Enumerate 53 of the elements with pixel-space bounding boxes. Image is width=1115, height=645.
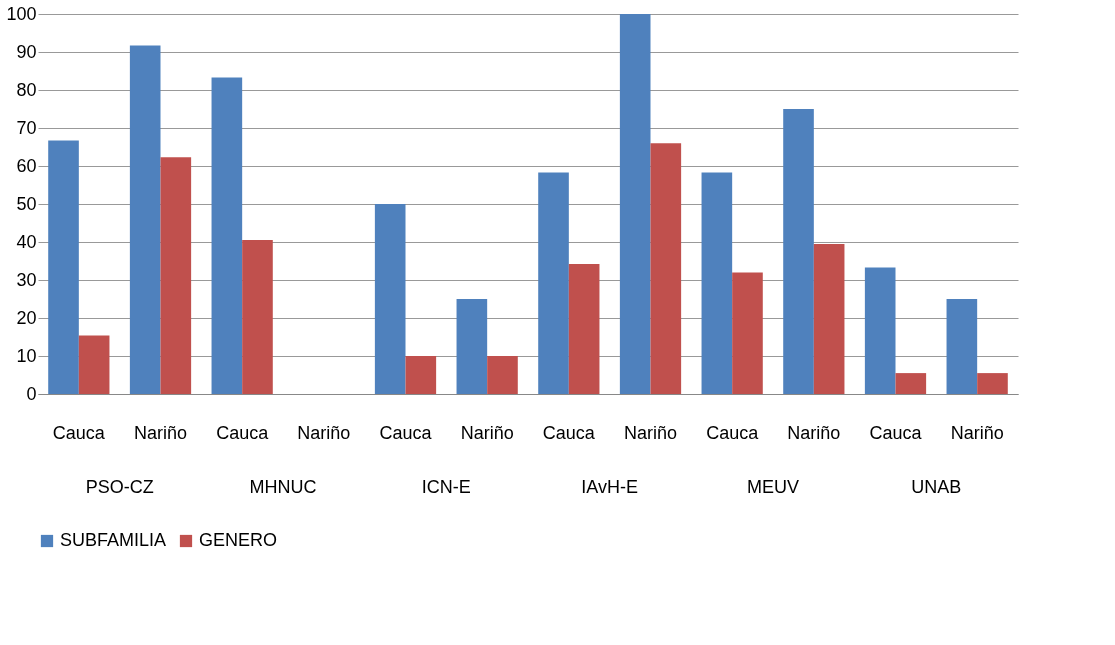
bar [129,45,161,394]
y-tick-label: 40 [16,231,37,252]
bar [977,373,1008,394]
bar [864,267,896,394]
bar [211,77,243,394]
x-tick-label: Nariño [787,422,841,443]
text: MHNUC [249,477,317,497]
x-tick-label: Cauca [542,422,596,443]
x-tick-label: Nariño [297,422,351,443]
bar [242,240,273,394]
x-tick-label: Nariño [133,422,188,443]
y-tick-label: 0 [26,383,37,404]
legend-label: SUBFAMILIA [60,530,167,550]
y-tick-label: 10 [16,345,37,366]
y-tick-label: 20 [16,307,37,328]
bar [405,356,437,394]
legend-label: GENERO [199,530,278,550]
y-tick-label: 80 [16,79,37,100]
bar [701,172,733,394]
x-tick-label: Nariño [623,422,678,443]
x-tick-label: Cauca [52,422,106,443]
x-tick-label: Cauca [869,422,923,443]
text: MEUV [746,477,800,497]
bar [48,140,79,394]
bar [374,204,406,394]
x-tick-label: Cauca [379,422,433,443]
bar [78,335,110,394]
x-tick-label: Nariño [460,422,514,443]
bar [538,172,569,394]
y-tick-label: 70 [16,117,37,138]
bar [487,356,518,394]
text: UNAB [911,477,962,497]
bar [895,373,927,394]
y-tick-label: 60 [16,155,37,176]
x-tick-label: Nariño [950,422,1004,443]
y-tick-label: 50 [16,193,37,214]
y-tick-label: 30 [16,269,37,290]
x-tick-label: Cauca [216,422,270,443]
bar [946,299,978,394]
bar [160,157,192,394]
bar [568,264,600,394]
text: PSO-CZ [85,477,154,497]
bar [619,14,651,394]
bar [813,243,845,394]
text: IAvH-E [581,477,639,497]
y-tick-label: 100 [6,3,37,24]
bar [456,299,488,394]
text: ICN-E [421,477,471,497]
x-tick-label: Cauca [706,422,760,443]
bar [732,272,763,394]
bar [783,109,814,394]
bar [650,143,682,394]
y-tick-label: 90 [16,41,37,62]
